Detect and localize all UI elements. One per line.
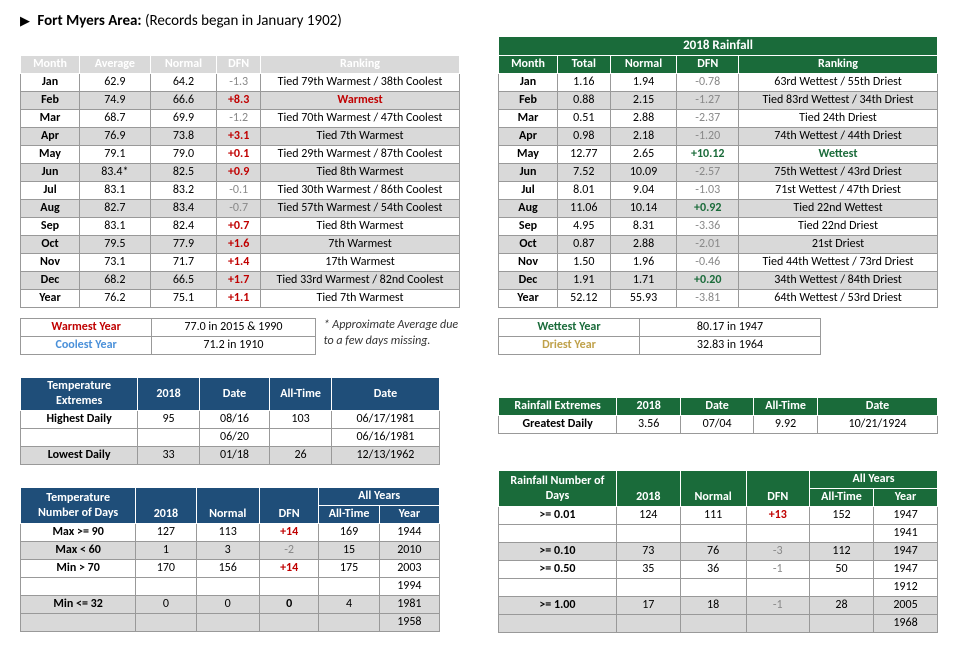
- hdr-extremes: Temperature Extremes: [21, 378, 138, 411]
- table-row: Nov1.501.96-0.46Tied 44th Wettest / 73rd…: [499, 254, 938, 272]
- table-row: Jan1.161.94-0.7863rd Wettest / 55th Drie…: [499, 74, 938, 92]
- rain-extremes-table: Rainfall Extremes 2018 Date All-Time Dat…: [498, 397, 938, 434]
- table-row: Jul8.019.04-1.0371st Wettest / 47th Drie…: [499, 182, 938, 200]
- rain-days-table: Rainfall Number of Days 2018 Normal DFN …: [498, 470, 938, 633]
- temp-days-table: Temperature Number of Days 2018 Normal D…: [20, 487, 440, 632]
- table-row: Apr76.973.8+3.1Tied 7th Warmest: [21, 128, 460, 146]
- hdr-rain-extremes: Rainfall Extremes: [499, 398, 617, 416]
- table-row: Sep83.182.4+0.7Tied 8th Warmest: [21, 218, 460, 236]
- rainfall-column: 2018 Rainfall MonthTotalNormalDFNRanking…: [498, 36, 948, 633]
- table-row: Oct79.577.9+1.67th Warmest: [21, 236, 460, 254]
- table-row: Feb0.882.15-1.27Tied 83rd Wettest / 34th…: [499, 92, 938, 110]
- table-row: Mar0.512.88-2.37Tied 24th Driest: [499, 110, 938, 128]
- table-row: Oct0.872.88-2.0121st Driest: [499, 236, 938, 254]
- table-row: Sep4.958.31-3.36Tied 22nd Driest: [499, 218, 938, 236]
- page-title: ▶ Fort Myers Area: (Records began in Jan…: [20, 12, 949, 30]
- title-area: Fort Myers Area:: [37, 12, 141, 30]
- title-arrow-icon: ▶: [20, 14, 30, 29]
- table-row: Aug82.783.4-0.7Tied 57th Warmest / 54th …: [21, 200, 460, 218]
- rainfall-monthly-table: 2018 Rainfall MonthTotalNormalDFNRanking…: [498, 36, 938, 308]
- table-row: May79.179.0+0.1Tied 29th Warmest / 87th …: [21, 146, 460, 164]
- temp-extremes-table: Temperature Extremes 2018 Date All-Time …: [20, 377, 440, 465]
- table-row: Dec1.911.71+0.2034th Wettest / 84th Drie…: [499, 272, 938, 290]
- table-row: Jan62.964.2-1.3Tied 79th Warmest / 38th …: [21, 74, 460, 92]
- temp-record-years: Warmest Year77.0 in 2015 & 1990Coolest Y…: [20, 318, 316, 355]
- title-sub: (Records began in January 1902): [145, 12, 342, 30]
- hdr-days: Temperature Number of Days: [21, 488, 136, 524]
- rain-title: 2018 Rainfall: [499, 37, 938, 56]
- temp-footnote: * Approximate Average due to a few days …: [324, 318, 470, 349]
- table-row: Jun7.5210.09-2.5775th Wettest / 43rd Dri…: [499, 164, 938, 182]
- table-row: Year52.1255.93-3.8164th Wettest / 53rd D…: [499, 290, 938, 308]
- temp-title: 2018 Temperature: [21, 37, 460, 56]
- table-row: Year76.275.1+1.1Tied 7th Warmest: [21, 290, 460, 308]
- table-row: Feb74.966.6+8.3Warmest: [21, 92, 460, 110]
- table-row: Nov73.171.7+1.417th Warmest: [21, 254, 460, 272]
- table-row: Dec68.266.5+1.7Tied 33rd Warmest / 82nd …: [21, 272, 460, 290]
- temperature-column: 2018 Temperature MonthAverageNormalDFNRa…: [20, 36, 470, 633]
- table-row: Apr0.982.18-1.2074th Wettest / 44th Drie…: [499, 128, 938, 146]
- table-row: Aug11.0610.14+0.92Tied 22nd Wettest: [499, 200, 938, 218]
- table-row: May12.772.65+10.12Wettest: [499, 146, 938, 164]
- table-row: Jul83.183.2-0.1Tied 30th Warmest / 86th …: [21, 182, 460, 200]
- rain-record-years: Wettest Year80.17 in 1947Driest Year32.8…: [498, 318, 821, 355]
- table-row: Mar68.769.9-1.2Tied 70th Warmest / 47th …: [21, 110, 460, 128]
- table-row: Jun83.4*82.5+0.9Tied 8th Warmest: [21, 164, 460, 182]
- hdr-rain-days: Rainfall Number of Days: [499, 471, 617, 507]
- temperature-monthly-table: 2018 Temperature MonthAverageNormalDFNRa…: [20, 36, 460, 308]
